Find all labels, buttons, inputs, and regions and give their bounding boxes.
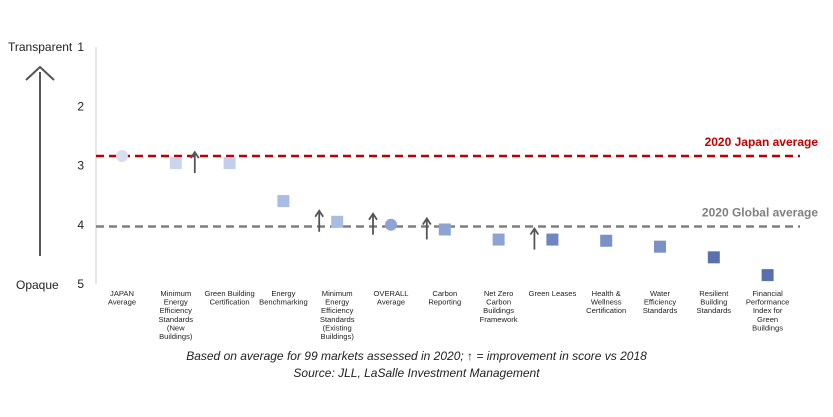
- x-tick-label: Health & Wellness Certification: [586, 289, 626, 315]
- x-tick-labels: JAPAN Average Minimum Energy Efficiency Stand…: [108, 289, 789, 341]
- data-point: [116, 150, 128, 163]
- y-tick-label: 1: [77, 40, 84, 54]
- y-tick-label: 5: [77, 277, 84, 291]
- improvement-arrow-icon: [422, 216, 432, 240]
- reference-line-label: 2020 Japan average: [705, 135, 819, 149]
- y-tick-labels: 1 2 3 4 5: [77, 40, 84, 291]
- data-point: [169, 157, 182, 170]
- x-tick-label: Water Efficiency Standards: [643, 289, 678, 315]
- reference-line-label: 2020 Global average: [702, 206, 818, 220]
- improvement-arrow-icon: [190, 150, 200, 174]
- footnote-source: Source: JLL, LaSalle Investment Manageme…: [293, 366, 540, 380]
- data-point: [492, 233, 505, 246]
- x-tick-label: Green Building Certification: [204, 289, 254, 307]
- x-tick-label: OVERALL Average: [373, 289, 408, 307]
- improvement-arrows: [190, 150, 540, 250]
- x-tick-label: Minimum Energy Efficiency Standards (New Buil…: [158, 289, 193, 341]
- x-tick-label: Financial Performance Index for Green Buildi…: [746, 289, 789, 332]
- x-tick-label: Energy Benchmarking: [259, 289, 308, 307]
- chart: Transparent Opaque 2020 Japan average202…: [8, 40, 819, 341]
- y-axis-bottom-label: Opaque: [16, 278, 59, 292]
- x-tick-label: Minimum Energy Efficiency Standards (Existin…: [320, 289, 355, 341]
- x-tick-label: Green Leases: [529, 289, 577, 298]
- x-tick-label: Resilient Building Standards: [696, 289, 731, 315]
- transparency-arrow: [25, 65, 55, 256]
- data-point: [600, 234, 613, 247]
- reference-lines: 2020 Japan average 2020 Global average: [96, 135, 819, 228]
- data-point: [385, 218, 397, 231]
- data-point: [223, 157, 236, 170]
- data-point: [654, 240, 666, 253]
- data-point: [277, 195, 290, 208]
- data-point: [546, 233, 559, 246]
- footnote-basis: Based on average for 99 markets assessed…: [186, 349, 647, 363]
- data-points: [116, 150, 774, 282]
- data-point: [761, 269, 774, 282]
- improvement-arrow-icon: [314, 209, 324, 232]
- x-tick-label: Carbon Reporting: [428, 289, 461, 307]
- y-tick-label: 4: [77, 218, 84, 232]
- x-tick-label: JAPAN Average: [108, 289, 136, 307]
- improvement-arrow-icon: [368, 212, 378, 235]
- y-tick-label: 2: [77, 99, 84, 113]
- data-point: [438, 223, 451, 236]
- y-axis-top-label: Transparent: [8, 40, 73, 54]
- improvement-arrow-icon: [529, 226, 540, 250]
- x-tick-label: Net Zero Carbon Buildings Framework: [480, 289, 518, 324]
- y-tick-label: 3: [77, 159, 84, 173]
- data-point: [331, 215, 344, 228]
- data-point: [707, 251, 720, 264]
